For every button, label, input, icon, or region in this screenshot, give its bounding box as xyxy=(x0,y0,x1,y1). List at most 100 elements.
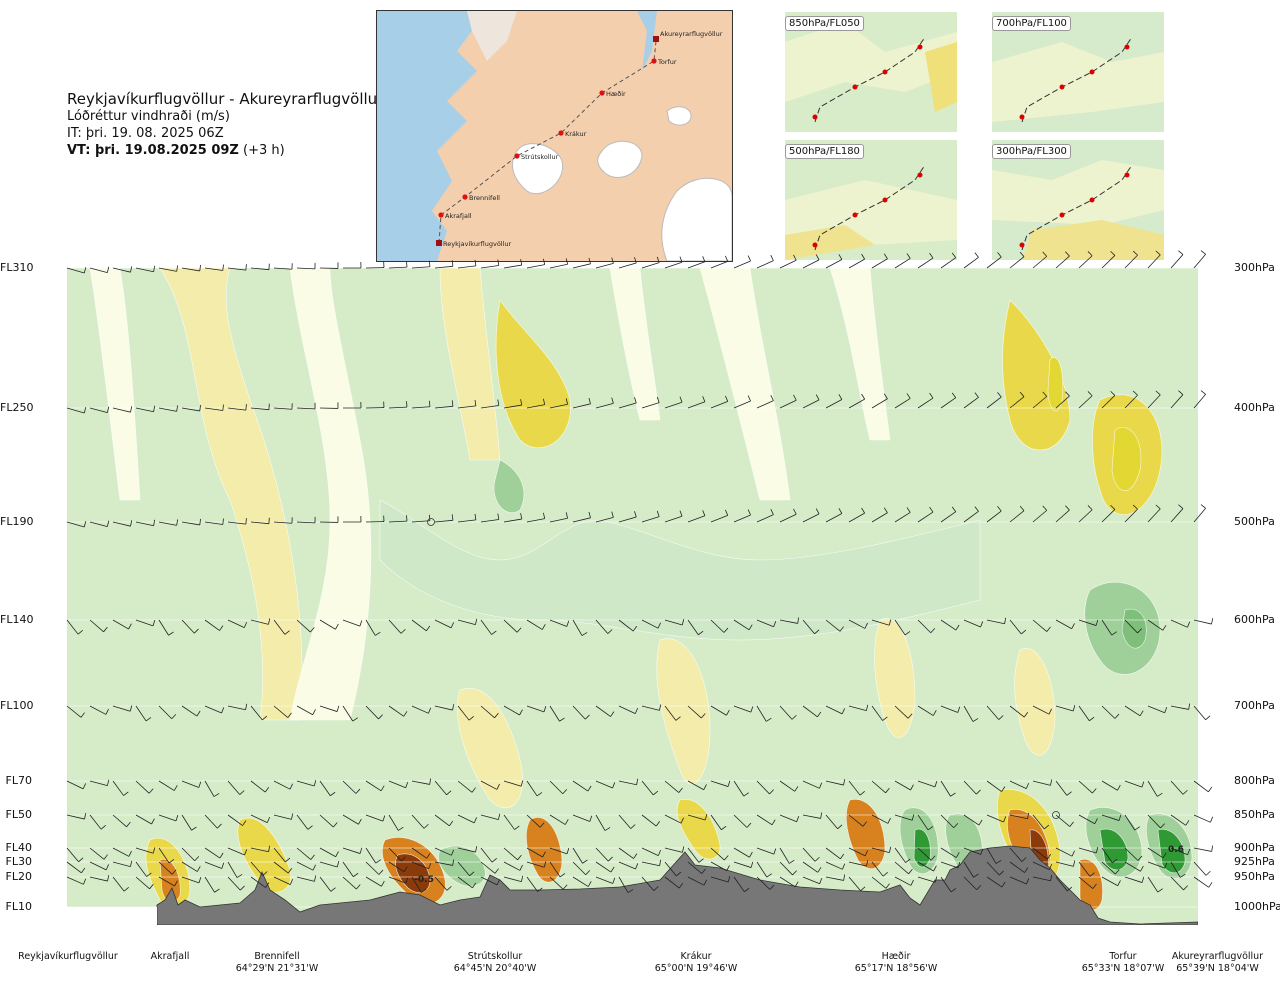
wind-barb xyxy=(112,814,131,828)
wind-barb xyxy=(89,705,109,715)
pressure-level-label: 400hPa xyxy=(1234,401,1275,414)
wind-barb xyxy=(365,401,385,409)
mini-map-300[interactable]: 300hPa/FL300 xyxy=(992,140,1164,260)
wind-barb xyxy=(503,513,523,523)
wind-barb xyxy=(1078,619,1099,626)
wind-barb xyxy=(135,780,154,794)
wind-barb xyxy=(779,508,797,523)
wind-barb xyxy=(1124,861,1144,872)
wind-barb xyxy=(687,510,706,523)
wind-barb xyxy=(779,780,799,792)
wind-barb xyxy=(250,861,268,876)
mini-map-850[interactable]: 850hPa/FL050 xyxy=(785,12,957,132)
wind-barb xyxy=(503,705,523,716)
wind-barb xyxy=(986,506,1002,523)
wind-barb xyxy=(894,705,913,719)
wind-barb xyxy=(618,876,634,893)
wind-barb xyxy=(1124,250,1138,269)
wind-barb xyxy=(158,847,175,864)
mini-map-500[interactable]: 500hPa/FL180 xyxy=(785,140,957,260)
station-name: Hæðir xyxy=(881,951,911,962)
wind-barb xyxy=(940,392,957,409)
station-label: Brennifell 64°29'N 21°31'W xyxy=(222,951,332,975)
mini-map-label: 850hPa/FL050 xyxy=(785,16,864,31)
velocity-contour xyxy=(1111,427,1142,491)
pressure-level-label: 700hPa xyxy=(1234,699,1275,712)
wind-barb xyxy=(503,619,522,633)
wind-barb xyxy=(1032,251,1048,269)
wind-barb xyxy=(572,847,588,864)
wind-barb xyxy=(710,619,729,633)
wind-barb xyxy=(1055,876,1073,892)
mini-map-700[interactable]: 700hPa/FL100 xyxy=(992,12,1164,132)
wind-barb xyxy=(1009,251,1025,269)
wind-barb xyxy=(641,876,659,891)
wind-barb xyxy=(641,704,662,711)
wind-barbs xyxy=(66,250,1214,893)
wind-barb xyxy=(434,780,452,796)
wind-barb xyxy=(1009,812,1030,820)
vertical-velocity-field xyxy=(67,268,1198,925)
wind-barb xyxy=(1055,780,1072,796)
wind-barb xyxy=(135,519,156,527)
wind-barb xyxy=(1078,876,1097,889)
wind-barb xyxy=(848,780,865,796)
wind-barb xyxy=(1147,861,1168,869)
wind-barb xyxy=(250,814,271,823)
wind-barb xyxy=(411,514,431,523)
glacier-1 xyxy=(512,143,564,195)
station-name: Akureyrarflugvöllur xyxy=(1171,951,1264,962)
wind-barb xyxy=(986,252,1002,269)
wind-barb xyxy=(388,861,408,873)
wind-barb xyxy=(342,814,362,825)
wind-barb xyxy=(1032,619,1051,632)
wind-barb xyxy=(848,860,869,867)
wind-barb xyxy=(135,265,156,273)
wind-barb xyxy=(848,814,867,827)
wind-barb xyxy=(871,507,888,523)
wind-barb xyxy=(434,260,454,269)
mini-map-label: 500hPa/FL180 xyxy=(785,144,864,159)
wind-barb xyxy=(917,252,934,269)
wind-barb xyxy=(802,780,823,789)
wind-barb xyxy=(1147,780,1163,797)
wind-barb xyxy=(66,407,87,414)
wind-barb xyxy=(986,617,1007,625)
wind-barb xyxy=(503,259,523,269)
wind-barb xyxy=(825,705,846,715)
wind-barb xyxy=(342,876,361,890)
chart-subtitle: Lóðréttur vindhraði (m/s) xyxy=(67,109,230,124)
wind-barb xyxy=(319,876,336,892)
wind-barb xyxy=(1101,847,1118,864)
route-point-label: Reykjavíkurflugvöllur xyxy=(443,240,512,248)
wind-barb xyxy=(1101,705,1120,719)
wind-barb xyxy=(480,813,501,821)
wind-barb xyxy=(434,619,455,629)
route-line xyxy=(438,40,657,244)
wind-barb xyxy=(1147,876,1163,893)
wind-barb xyxy=(227,518,247,525)
wind-barb xyxy=(273,263,293,270)
wind-barb xyxy=(250,403,270,411)
wind-barb xyxy=(687,396,706,409)
wind-barb xyxy=(963,814,983,826)
wind-barb xyxy=(480,259,500,269)
wind-barb xyxy=(1124,876,1145,883)
wind-barb xyxy=(986,780,1006,792)
pressure-level-label: 950hPa xyxy=(1234,870,1275,883)
wind-barb xyxy=(825,847,845,860)
wind-barb xyxy=(986,847,1002,864)
wind-barb xyxy=(388,515,408,523)
wind-barb xyxy=(342,861,359,878)
wind-barb xyxy=(135,861,152,877)
wind-barb xyxy=(756,619,777,628)
wind-barb xyxy=(572,814,593,822)
wind-barb xyxy=(940,619,960,631)
wind-barb xyxy=(756,847,777,855)
wind-barb xyxy=(986,392,1002,409)
wind-barb xyxy=(618,778,639,786)
wind-barb xyxy=(273,705,292,718)
route-waypoint-marker xyxy=(599,90,605,96)
wind-barb xyxy=(825,779,846,786)
wind-barb xyxy=(158,705,177,720)
